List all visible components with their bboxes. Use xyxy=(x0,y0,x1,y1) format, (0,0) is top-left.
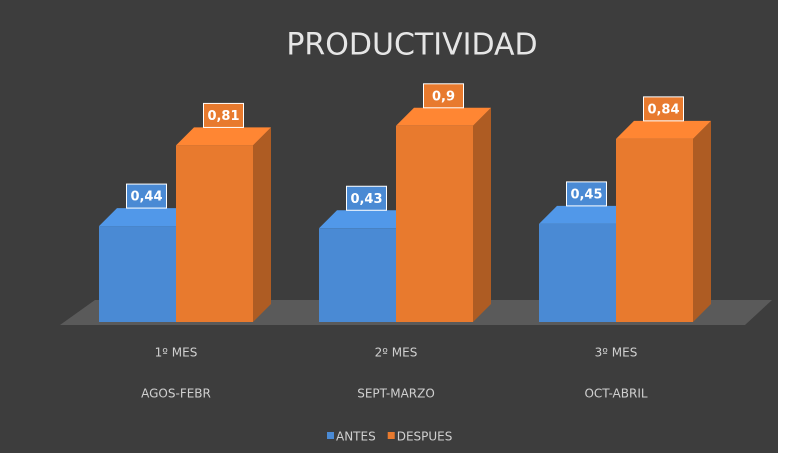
bar-top xyxy=(396,107,491,126)
bar-side xyxy=(473,107,491,322)
data-label-box xyxy=(643,96,684,122)
x-tick-label: 3º MES xyxy=(595,346,638,360)
x-tick-label: 2º MES xyxy=(375,346,418,360)
bar-top xyxy=(99,208,194,227)
legend-label: DESPUES xyxy=(397,430,453,444)
data-label: 0,43 xyxy=(350,192,382,207)
legend-swatch xyxy=(387,432,395,439)
data-label-box xyxy=(566,181,607,207)
data-label: 0,44 xyxy=(130,190,162,205)
bar-front xyxy=(176,145,253,322)
bar-top xyxy=(319,210,414,229)
bar xyxy=(616,120,711,322)
data-label: 0,9 xyxy=(432,89,455,104)
data-label: 0,45 xyxy=(570,187,602,202)
bar-front xyxy=(396,125,473,322)
bar-side xyxy=(253,127,271,322)
data-label-box xyxy=(423,83,464,109)
bar xyxy=(396,107,491,322)
bar-side xyxy=(693,120,711,322)
data-label: 0,84 xyxy=(647,102,679,117)
data-label-box xyxy=(346,185,387,211)
legend-swatch xyxy=(327,432,334,439)
bar-top xyxy=(539,205,634,224)
data-label-box xyxy=(203,102,244,128)
x-tick-label: AGOS-FEBR xyxy=(141,387,211,401)
bar-front xyxy=(616,138,693,322)
x-tick-label: SEPT-MARZO xyxy=(357,387,435,401)
bar-front xyxy=(319,228,396,322)
data-label-box xyxy=(126,183,167,209)
bar xyxy=(176,127,271,322)
bar-front xyxy=(539,223,616,322)
data-label: 0,81 xyxy=(207,109,239,124)
legend-label: ANTES xyxy=(336,430,376,444)
x-tick-label: 1º MES xyxy=(155,346,198,360)
x-tick-label: OCT-ABRIL xyxy=(584,387,647,401)
bar-top xyxy=(616,120,711,139)
chart-title: PRODUCTIVIDAD xyxy=(286,28,537,63)
bar-top xyxy=(176,127,271,146)
bar-front xyxy=(99,226,176,322)
